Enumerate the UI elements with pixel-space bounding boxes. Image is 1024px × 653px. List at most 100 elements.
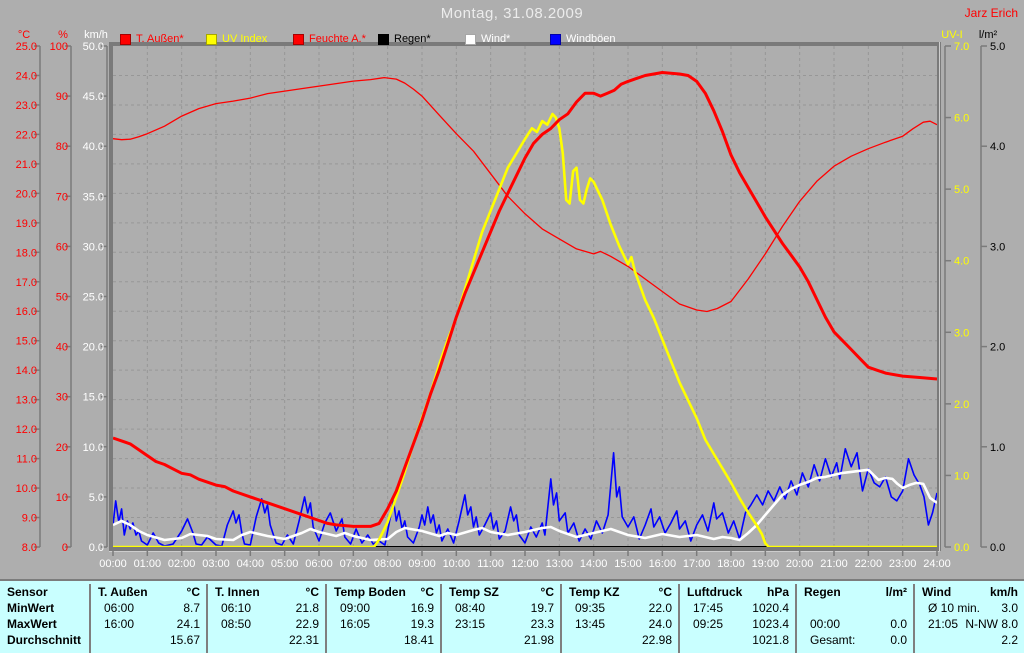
series-windb-en — [112, 447, 938, 547]
y-tick-label-wind: 5.0 — [89, 492, 104, 504]
x-axis-label: 18:00 — [717, 558, 745, 570]
x-axis-label: 10:00 — [443, 558, 471, 570]
max-value: 24.0 — [648, 617, 672, 631]
x-axis-label: 03:00 — [202, 558, 230, 570]
table-rowlabel-column: Sensor MinWert MaxWert Durchschnitt — [0, 584, 89, 653]
x-axis-label: 16:00 — [649, 558, 677, 570]
x-axis-label: 20:00 — [786, 558, 814, 570]
table-column-regen: Regen l/m² 00:00 0.0 Gesamt: 0.0 — [795, 584, 913, 653]
sensor-name: Luftdruck — [687, 585, 743, 599]
legend-label: Wind* — [481, 33, 511, 45]
y-tick-label-temp: 21.0 — [16, 159, 37, 171]
x-axis-label: 21:00 — [820, 558, 848, 570]
y-tick-label-temp: 15.0 — [16, 336, 37, 348]
avg-value: 1021.8 — [752, 633, 789, 647]
legend-swatch-regen — [378, 33, 389, 45]
sensor-name: Temp SZ — [449, 585, 499, 599]
series-wind — [112, 468, 938, 542]
sensor-unit: °C — [420, 585, 434, 599]
y-tick-label-temp: 23.0 — [16, 100, 37, 112]
sensor-unit: °C — [305, 585, 319, 599]
axis-unit-humidity: % — [58, 29, 68, 41]
y-tick-label-rain: 2.0 — [990, 342, 1005, 354]
sensor-unit: l/m² — [885, 585, 907, 599]
y-tick-label-temp: 8.0 — [22, 542, 37, 554]
table-column-t-au-en: T. Außen °C 06:00 8.7 16:00 24.1 15.67 — [89, 584, 206, 653]
axis-unit-rain: l/m² — [979, 29, 998, 41]
avg-label — [569, 632, 575, 648]
avg-label — [215, 632, 221, 648]
max-value: 24.1 — [176, 617, 200, 631]
y-tick-label-rain: 3.0 — [990, 241, 1005, 253]
y-tick-label-temp: 12.0 — [16, 424, 37, 436]
weather-chart: 25.0 24.0 23.0 22.0 21.0 20.0 19.0 18.0 17.0 16.0… — [16, 29, 1006, 570]
x-axis-label: 11:00 — [477, 558, 504, 570]
legend-swatch-wind — [465, 33, 476, 45]
x-axis-label: 17:00 — [683, 558, 711, 570]
y-tick-label-wind: 20.0 — [83, 342, 104, 354]
x-axis-label: 00:00 — [99, 558, 127, 570]
y-tick-label-temp: 18.0 — [16, 247, 37, 259]
axis-unit-uv: UV-I — [941, 29, 962, 41]
sensor-name: T. Innen — [215, 585, 260, 599]
min-time: 08:40 — [455, 601, 486, 615]
x-axis-label: 12:00 — [511, 558, 539, 570]
series-feuchte-a- — [112, 76, 938, 313]
table-column-luftdruck: Luftdruck hPa 17:45 1020.4 09:25 1023.4 1021.8 — [678, 584, 795, 653]
x-axis-label: 06:00 — [305, 558, 333, 570]
x-axis-label: 22:00 — [855, 558, 883, 570]
y-tick-label-humidity: 70 — [56, 191, 68, 203]
row-label: Durchschnitt — [7, 633, 82, 647]
y-tick-label-temp: 20.0 — [16, 188, 37, 200]
max-time: 08:50 — [221, 617, 252, 631]
x-axis-label: 15:00 — [614, 558, 642, 570]
sensor-unit: °C — [540, 585, 554, 599]
y-tick-label-humidity: 30 — [56, 392, 68, 404]
y-tick-label-wind: 40.0 — [83, 141, 104, 153]
sensor-unit: °C — [658, 585, 672, 599]
y-tick-label-temp: 13.0 — [16, 395, 37, 407]
avg-value: 21.98 — [523, 633, 554, 647]
y-tick-label-wind: 30.0 — [83, 241, 104, 253]
avg-value: 2.2 — [1001, 633, 1018, 647]
sensor-name: Regen — [804, 585, 841, 599]
x-axis-label: 07:00 — [340, 558, 368, 570]
avg-value: 22.31 — [288, 633, 319, 647]
avg-label — [922, 632, 928, 648]
min-time: Ø 10 min. — [928, 601, 981, 615]
avg-value: 15.67 — [169, 633, 200, 647]
y-tick-label-uv: 5.0 — [954, 184, 969, 196]
sensor-name: T. Außen — [98, 585, 148, 599]
legend-label: Feuchte A.* — [309, 33, 366, 45]
x-axis-label: 01:00 — [134, 558, 162, 570]
max-time: 21:05 — [928, 617, 959, 631]
y-tick-label-uv: 4.0 — [954, 256, 969, 268]
page-title: Montag, 31.08.2009 — [440, 5, 584, 22]
legend-item-windboeen: Windböen — [550, 33, 616, 45]
y-tick-label-rain: 0.0 — [990, 542, 1005, 554]
min-value: 1020.4 — [752, 601, 789, 615]
y-tick-label-humidity: 60 — [56, 241, 68, 253]
stats-table: Sensor MinWert MaxWert Durchschnitt T. Außen… — [0, 579, 1024, 653]
y-tick-label-uv: 1.0 — [954, 470, 969, 482]
x-axis-label: 04:00 — [237, 558, 265, 570]
y-tick-label-wind: 25.0 — [83, 292, 104, 304]
y-tick-label-wind: 0.0 — [89, 542, 104, 554]
legend-item-regen: Regen* — [378, 33, 431, 45]
legend-swatch-feuchte-a — [293, 33, 304, 45]
max-value: 1023.4 — [752, 617, 789, 631]
y-tick-label-uv: 0.0 — [954, 542, 969, 554]
y-tick-label-humidity: 80 — [56, 141, 68, 153]
avg-label — [687, 632, 693, 648]
table-column-wind: Wind km/h Ø 10 min. 3.0 21:05 N-NW 8.0 2.2 — [913, 584, 1024, 653]
avg-value: 22.98 — [641, 633, 672, 647]
y-tick-label-temp: 14.0 — [16, 365, 37, 377]
max-time: 16:00 — [104, 617, 135, 631]
x-axis-label: 09:00 — [408, 558, 436, 570]
y-tick-label-temp: 17.0 — [16, 277, 37, 289]
sensor-unit: km/h — [989, 585, 1018, 599]
x-axis-label: 05:00 — [271, 558, 299, 570]
y-tick-label-wind: 35.0 — [83, 191, 104, 203]
row-label: MaxWert — [7, 617, 57, 631]
max-time: 09:25 — [693, 617, 724, 631]
